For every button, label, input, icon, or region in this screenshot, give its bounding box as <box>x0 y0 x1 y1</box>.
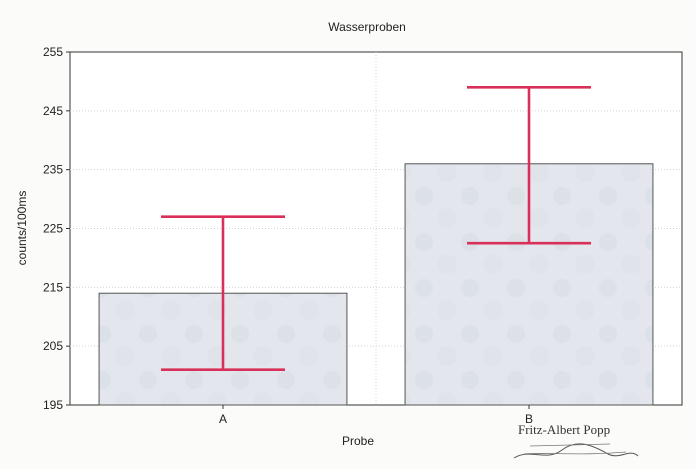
y-axis-label: counts/100ms <box>15 191 29 266</box>
y-tick-label: 225 <box>43 222 63 236</box>
signature-name: Fritz-Albert Popp <box>518 422 610 437</box>
y-tick-label: 255 <box>43 45 63 59</box>
error-bars <box>161 86 591 372</box>
chart-title: Wasserproben <box>328 20 406 34</box>
y-tick-label: 205 <box>43 339 63 353</box>
x-axis-label: Probe <box>342 434 374 448</box>
y-axis: 195 205 215 225 235 245 255 <box>43 45 70 412</box>
y-tick-label: 245 <box>43 104 63 118</box>
signature-stamp: Fritz-Albert Popp <box>513 422 639 459</box>
x-tick-label-A: A <box>219 412 227 426</box>
y-tick-label: 195 <box>43 398 63 412</box>
y-tick-label: 235 <box>43 163 63 177</box>
y-tick-label: 215 <box>43 280 63 294</box>
x-tick-label-B: B <box>525 412 533 426</box>
stamp-scribble <box>523 443 627 455</box>
